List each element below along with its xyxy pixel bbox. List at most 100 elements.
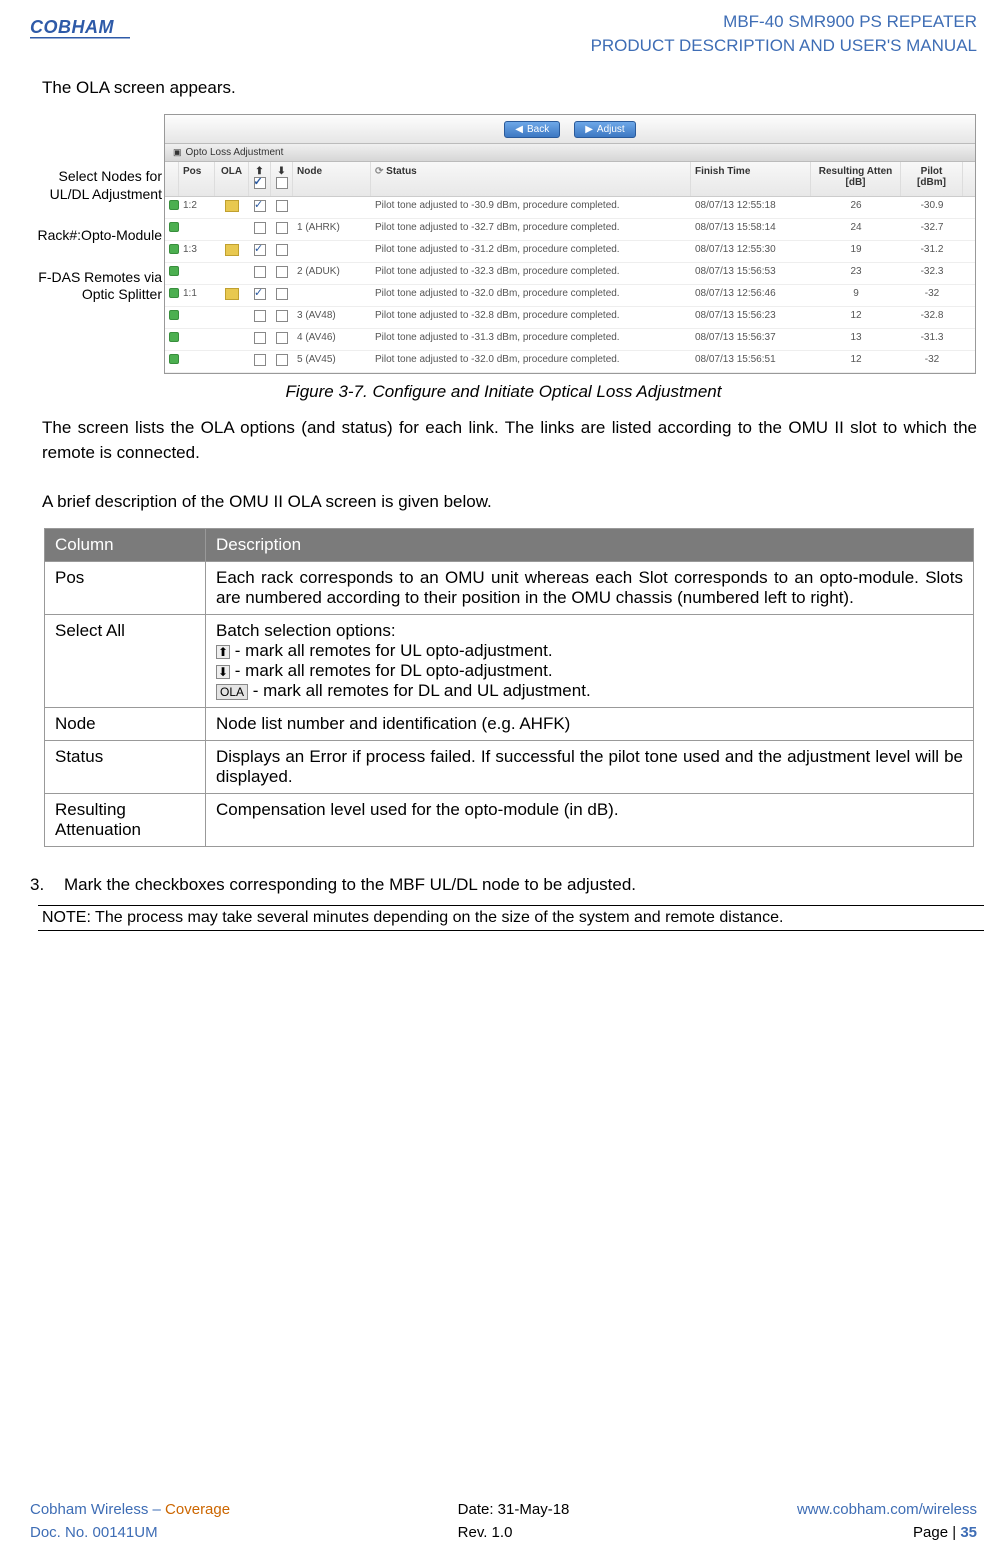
table-row: 4 (AV46)Pilot tone adjusted to -31.3 dBm… — [165, 329, 975, 351]
footer-brand: Cobham Wireless – — [30, 1501, 165, 1518]
col-pos: Pos — [179, 162, 215, 196]
footer-url: www.cobham.com/wireless — [797, 1499, 977, 1522]
cell-time: 08/07/13 15:56:51 — [691, 351, 811, 372]
cell-node: 2 (ADUK) — [293, 263, 371, 284]
td-col: Select All — [45, 615, 206, 708]
ul-checkbox[interactable] — [254, 222, 266, 234]
table-row: Resulting Attenuation Compensation level… — [45, 794, 974, 847]
step-number: 3. — [30, 875, 50, 895]
table-row: Select All Batch selection options: ⬆ - … — [45, 615, 974, 708]
status-indicator-icon — [169, 354, 179, 364]
dl-checkbox[interactable] — [276, 222, 288, 234]
step-text: Mark the checkboxes corresponding to the… — [64, 875, 636, 895]
section-title: Opto Loss Adjustment — [165, 144, 975, 162]
annot-fdas: F-DAS Remotes via Optic Splitter — [30, 269, 162, 304]
cell-pos — [179, 219, 215, 240]
cell-pos — [179, 351, 215, 372]
cell-pilot: -32 — [901, 351, 963, 372]
col-ola: OLA — [215, 162, 249, 196]
cell-status: Pilot tone adjusted to -31.3 dBm, proced… — [371, 329, 691, 350]
intro-text: The OLA screen appears. — [30, 76, 977, 101]
col-finish: Finish Time — [691, 162, 811, 196]
opt-both: - mark all remotes for DL and UL adjustm… — [248, 681, 591, 700]
col-down-icon[interactable]: ⬇ — [277, 166, 285, 177]
td-col: Pos — [45, 562, 206, 615]
cell-pos: 1:2 — [179, 197, 215, 218]
td-desc: Displays an Error if process failed. If … — [206, 741, 974, 794]
table-row: 1:2 Pilot tone adjusted to -30.9 dBm, pro… — [165, 197, 975, 219]
cell-time: 08/07/13 15:56:23 — [691, 307, 811, 328]
ul-checkbox[interactable] — [254, 244, 266, 256]
header-checkbox-up[interactable] — [254, 177, 266, 189]
cell-time: 08/07/13 12:56:46 — [691, 285, 811, 306]
table-row: Node Node list number and identification… — [45, 708, 974, 741]
ul-checkbox[interactable] — [254, 332, 266, 344]
cell-atten: 23 — [811, 263, 901, 284]
td-col: Resulting Attenuation — [45, 794, 206, 847]
ul-checkbox[interactable] — [254, 310, 266, 322]
ul-checkbox[interactable] — [254, 266, 266, 278]
footer-doc: Doc. No. 00141UM — [30, 1522, 230, 1545]
cell-pos — [179, 263, 215, 284]
cell-node: 5 (AV45) — [293, 351, 371, 372]
back-button[interactable]: ◀Back — [504, 121, 560, 138]
cell-pilot: -30.9 — [901, 197, 963, 218]
cell-status: Pilot tone adjusted to -32.7 dBm, proced… — [371, 219, 691, 240]
para-1: The screen lists the OLA options (and st… — [30, 416, 977, 465]
col-pilot: Pilot [dBm] — [901, 162, 963, 196]
cell-atten: 24 — [811, 219, 901, 240]
cell-pilot: -31.3 — [901, 329, 963, 350]
header-checkbox-down[interactable] — [276, 177, 288, 189]
status-indicator-icon — [169, 200, 179, 210]
cell-atten: 9 — [811, 285, 901, 306]
table-row: 3 (AV48)Pilot tone adjusted to -32.8 dBm… — [165, 307, 975, 329]
col-atten: Resulting Atten [dB] — [811, 162, 901, 196]
step-3: 3. Mark the checkboxes corresponding to … — [30, 875, 977, 895]
cell-node — [293, 241, 371, 262]
description-table: Column Description Pos Each rack corresp… — [44, 528, 974, 847]
batch-pre: Batch selection options: — [216, 621, 963, 641]
opt-dl: - mark all remotes for DL opto-adjustmen… — [230, 661, 553, 680]
dl-checkbox[interactable] — [276, 288, 288, 300]
td-col: Node — [45, 708, 206, 741]
td-desc: Each rack corresponds to an OMU unit whe… — [206, 562, 974, 615]
opt-ul: - mark all remotes for UL opto-adjustmen… — [230, 641, 553, 660]
cell-pilot: -32 — [901, 285, 963, 306]
dl-checkbox[interactable] — [276, 244, 288, 256]
td-desc: Compensation level used for the opto-mod… — [206, 794, 974, 847]
cell-pilot: -32.7 — [901, 219, 963, 240]
cell-time: 08/07/13 15:56:53 — [691, 263, 811, 284]
adjust-button[interactable]: ▶Adjust — [574, 121, 636, 138]
cell-pilot: -32.8 — [901, 307, 963, 328]
status-indicator-icon — [169, 266, 179, 276]
dl-checkbox[interactable] — [276, 266, 288, 278]
cobham-logo: COBHAM — [30, 10, 200, 50]
status-indicator-icon — [169, 332, 179, 342]
ul-checkbox[interactable] — [254, 200, 266, 212]
header-title-1: MBF-40 SMR900 PS REPEATER — [591, 10, 977, 34]
cell-status: Pilot tone adjusted to -32.0 dBm, proced… — [371, 285, 691, 306]
cell-pos — [179, 307, 215, 328]
cell-atten: 13 — [811, 329, 901, 350]
page-header: COBHAM MBF-40 SMR900 PS REPEATER PRODUCT… — [30, 10, 977, 58]
up-arrow-icon: ⬆ — [216, 645, 230, 659]
back-label: Back — [527, 124, 549, 135]
col-status: Status — [386, 166, 417, 177]
table-row: 1:3Pilot tone adjusted to -31.2 dBm, pro… — [165, 241, 975, 263]
dl-checkbox[interactable] — [276, 332, 288, 344]
ul-checkbox[interactable] — [254, 288, 266, 300]
page-footer: Cobham Wireless – Coverage Doc. No. 0014… — [30, 1499, 977, 1544]
footer-page-num: 35 — [960, 1524, 977, 1541]
cell-time: 08/07/13 15:58:14 — [691, 219, 811, 240]
down-arrow-icon: ⬇ — [216, 665, 230, 679]
status-indicator-icon — [169, 222, 179, 232]
ul-checkbox[interactable] — [254, 354, 266, 366]
cell-atten: 12 — [811, 351, 901, 372]
dl-checkbox[interactable] — [276, 200, 288, 212]
cell-pilot: -32.3 — [901, 263, 963, 284]
dl-checkbox[interactable] — [276, 310, 288, 322]
dl-checkbox[interactable] — [276, 354, 288, 366]
cell-pilot: -31.2 — [901, 241, 963, 262]
th-column: Column — [45, 529, 206, 562]
cell-status: Pilot tone adjusted to -30.9 dBm, proced… — [371, 197, 691, 218]
